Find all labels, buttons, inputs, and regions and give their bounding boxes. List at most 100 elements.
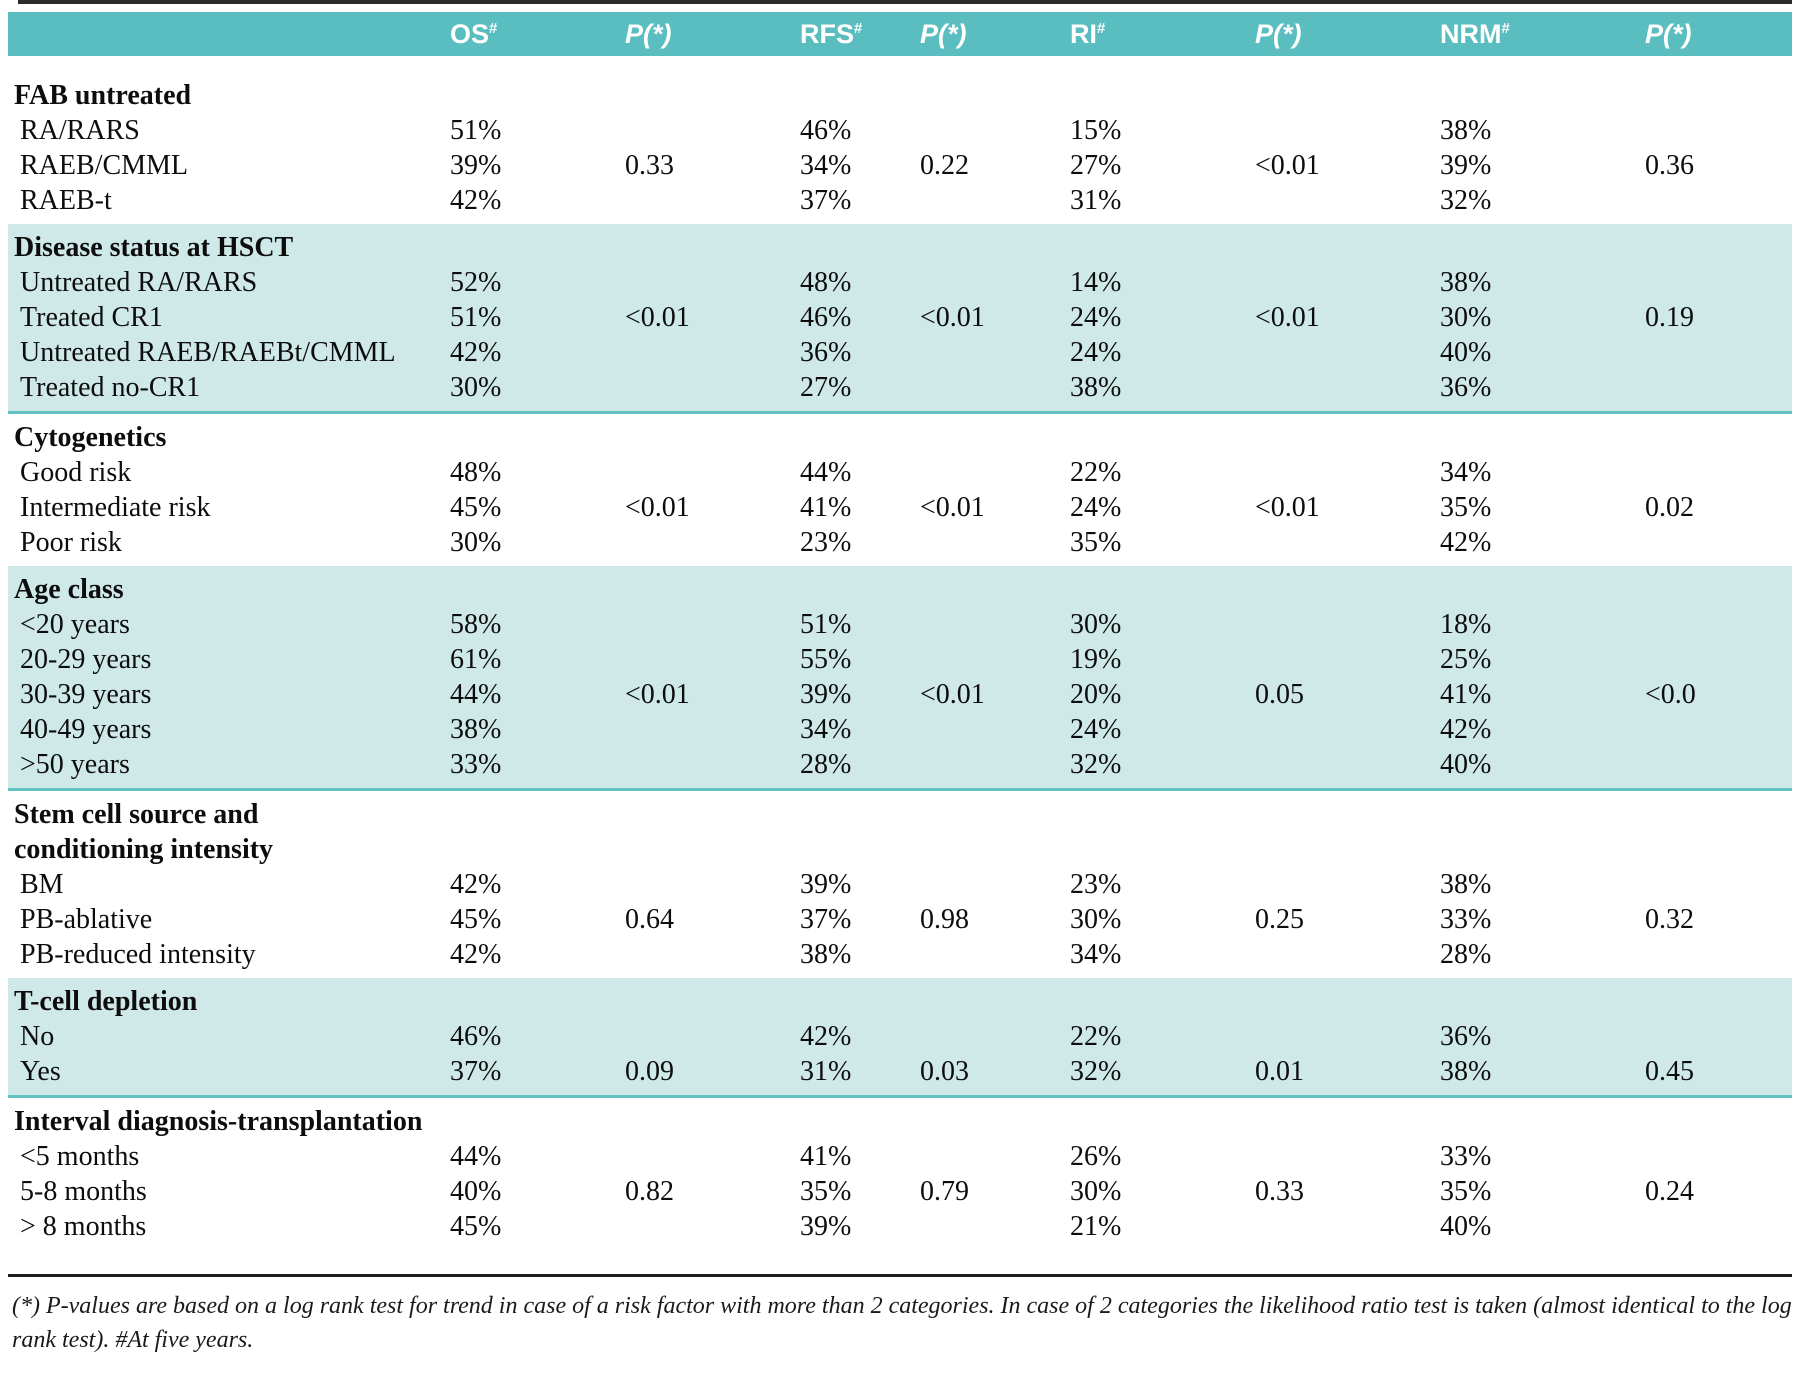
cell-p-nrm: 0.45 [1645, 1055, 1694, 1087]
cell-p-os: 0.82 [625, 1175, 674, 1207]
table-row: <20 years 58% 51% 30% 18% [8, 607, 1792, 642]
cell-os: 39% [450, 149, 502, 181]
cell-p-ri: <0.01 [1255, 301, 1320, 333]
cell-p-os: <0.01 [625, 491, 690, 523]
cell-os: 48% [450, 456, 502, 488]
column-header-p-os: P(*) [625, 19, 800, 50]
cell-os: 58% [450, 608, 502, 640]
cell-p-os: 0.64 [625, 903, 674, 935]
cell-rfs: 39% [800, 678, 852, 710]
cell-p-os: 0.09 [625, 1055, 674, 1087]
table-row: Treated no-CR1 30% 27% 38% 36% [8, 370, 1792, 405]
cell-rfs: 39% [800, 868, 852, 900]
cell-p-rfs: 0.98 [920, 903, 969, 935]
row-label: RAEB-t [20, 184, 112, 216]
cell-nrm: 28% [1440, 938, 1492, 970]
table-row: Poor risk 30% 23% 35% 42% [8, 525, 1792, 560]
section-title: Interval diagnosis-transplantation [14, 1105, 423, 1137]
cell-nrm: 36% [1440, 1020, 1492, 1052]
cell-rfs: 41% [800, 491, 852, 523]
column-header-ri: RI# [1070, 19, 1255, 50]
cell-rfs: 39% [800, 1210, 852, 1242]
section-fab-untreated: FAB untreated RA/RARS 51% 46% 15% 38% RAEB/CMM… [8, 72, 1792, 224]
cell-nrm: 30% [1440, 301, 1492, 333]
cell-nrm: 41% [1440, 678, 1492, 710]
row-label: RA/RARS [20, 114, 140, 146]
cell-ri: 24% [1070, 301, 1122, 333]
table-body: FAB untreated RA/RARS 51% 46% 15% 38% RAEB/CMM… [8, 72, 1792, 1250]
cell-rfs: 55% [800, 643, 852, 675]
cell-nrm: 40% [1440, 336, 1492, 368]
cell-os: 52% [450, 266, 502, 298]
cell-os: 42% [450, 336, 502, 368]
cell-p-os: 0.33 [625, 149, 674, 181]
cell-os: 44% [450, 678, 502, 710]
table-row: Untreated RA/RARS 52% 48% 14% 38% [8, 265, 1792, 300]
footnote: (*) P-values are based on a log rank tes… [12, 1293, 1792, 1353]
cell-rfs: 34% [800, 713, 852, 745]
cell-ri: 22% [1070, 1020, 1122, 1052]
cell-p-rfs: 0.22 [920, 149, 969, 181]
row-label: > 8 months [20, 1210, 147, 1242]
cell-rfs: 42% [800, 1020, 852, 1052]
table-row: RA/RARS 51% 46% 15% 38% [8, 113, 1792, 148]
cell-os: 45% [450, 903, 502, 935]
cell-nrm: 39% [1440, 149, 1492, 181]
cell-rfs: 28% [800, 748, 852, 780]
cell-p-ri: 0.25 [1255, 903, 1304, 935]
column-header-p-nrm: P(*) [1645, 19, 1792, 50]
cell-p-rfs: 0.03 [920, 1055, 969, 1087]
cell-p-nrm: <0.0 [1645, 678, 1696, 710]
table-row: Treated CR1 51% <0.01 46% <0.01 24% <0.01 30% 0.… [8, 300, 1792, 335]
row-label: 5-8 months [20, 1175, 147, 1207]
column-header-label: RFS [800, 18, 854, 49]
cell-ri: 30% [1070, 903, 1122, 935]
section-interval-diagnosis-transplantation: Interval diagnosis-transplantation <5 mon… [8, 1098, 1792, 1250]
cell-rfs: 31% [800, 1055, 852, 1087]
cell-ri: 31% [1070, 184, 1122, 216]
column-header-label: NRM [1440, 18, 1502, 49]
cell-p-rfs: <0.01 [920, 491, 985, 523]
table-row: <5 months 44% 41% 26% 33% [8, 1139, 1792, 1174]
cell-ri: 14% [1070, 266, 1122, 298]
cell-p-rfs: <0.01 [920, 301, 985, 333]
row-label: PB-ablative [20, 903, 153, 935]
column-header-superscript: # [854, 20, 863, 37]
column-header-p-rfs: P(*) [920, 19, 1070, 50]
cell-rfs: 46% [800, 114, 852, 146]
cell-os: 38% [450, 713, 502, 745]
cell-nrm: 42% [1440, 713, 1492, 745]
cell-nrm: 33% [1440, 1140, 1492, 1172]
row-label: Treated CR1 [20, 301, 163, 333]
cell-rfs: 44% [800, 456, 852, 488]
cell-rfs: 23% [800, 526, 852, 558]
table-row: No 46% 42% 22% 36% [8, 1019, 1792, 1054]
row-label: BM [20, 868, 64, 900]
row-label: RAEB/CMML [20, 149, 189, 181]
section-title: T-cell depletion [14, 985, 198, 1017]
row-label: >50 years [20, 748, 130, 780]
column-header-label: OS [450, 18, 490, 49]
cell-nrm: 36% [1440, 371, 1492, 403]
section-stem-cell-source-and: Stem cell source and conditioning intensi… [8, 791, 1792, 978]
cell-p-nrm: 0.19 [1645, 301, 1694, 333]
cell-p-nrm: 0.36 [1645, 149, 1694, 181]
cell-os: 33% [450, 748, 502, 780]
cell-rfs: 37% [800, 184, 852, 216]
cell-ri: 30% [1070, 608, 1122, 640]
table-row: Untreated RAEB/RAEBt/CMML 42% 36% 24% 40% [8, 335, 1792, 370]
cell-p-os: <0.01 [625, 678, 690, 710]
section-title: Age class [14, 573, 124, 605]
cell-os: 45% [450, 491, 502, 523]
cell-os: 51% [450, 301, 502, 333]
column-header-label: P(*) [1255, 18, 1302, 49]
cell-p-nrm: 0.02 [1645, 491, 1694, 523]
table-row: Good risk 48% 44% 22% 34% [8, 455, 1792, 490]
row-label: <20 years [20, 608, 130, 640]
cell-p-rfs: <0.01 [920, 678, 985, 710]
column-header-rfs: RFS# [800, 19, 920, 50]
row-label: PB-reduced intensity [20, 938, 256, 970]
cell-nrm: 35% [1440, 1175, 1492, 1207]
cell-rfs: 34% [800, 149, 852, 181]
